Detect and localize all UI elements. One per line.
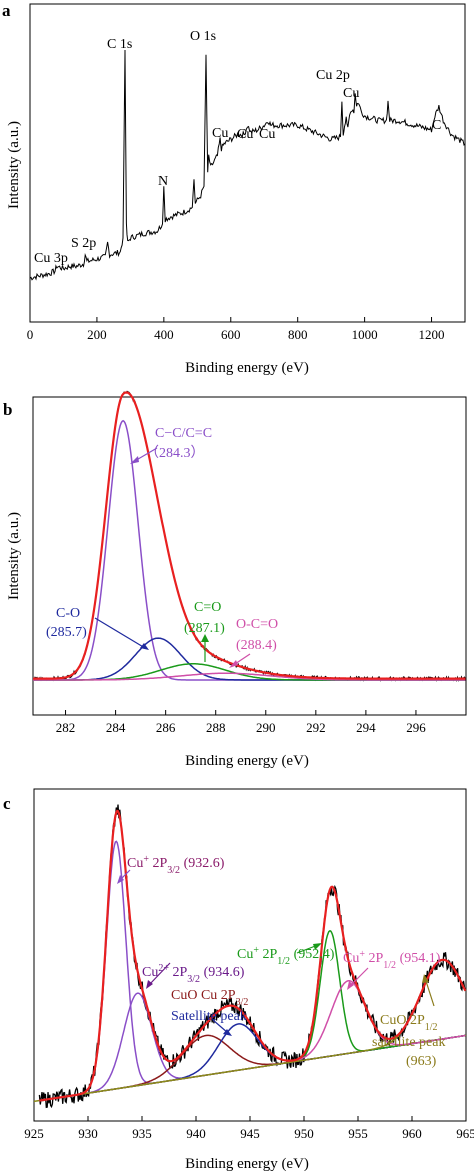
panel-c-arrowhead-cu-954 — [347, 981, 354, 990]
panel-b-tick-label-2: 286 — [156, 720, 176, 735]
panel-c-arrowhead-satellite-963 — [422, 974, 429, 983]
panel-a-peak-cu-4: Cu — [343, 86, 359, 101]
panel-a-peak-cu-2: Cu — [237, 127, 253, 142]
panel-b-tick-label-6: 294 — [356, 720, 376, 735]
panel-b-label-cc: C−C/C=C — [155, 426, 212, 441]
panel-c-label-satellite: Satellite peak — [171, 1009, 247, 1024]
panel-b-arrowhead-co — [140, 643, 149, 650]
panel-c-label-963: (963) — [406, 1054, 437, 1069]
panel-c-arrowhead-satellite — [223, 1029, 232, 1036]
panel-b-arrow-co — [94, 617, 146, 649]
panel-c-tick-label-7: 960 — [402, 1126, 422, 1141]
panel-b-label-co-value: (285.7) — [46, 625, 87, 640]
panel-c-arrow-satellite-963 — [424, 977, 435, 1007]
panel-a-peak-cu3p: Cu 3p — [34, 251, 68, 266]
panel-a-peak-s2p: S 2p — [71, 236, 96, 251]
panel-a-x-ticks: 0 200 400 600 800 1000 1200 — [27, 317, 445, 342]
panel-b-label-oco-value: (288.4) — [236, 638, 277, 653]
panel-c-label-cu-954: Cu+ 2P1/2 (954.1) — [343, 949, 441, 971]
panel-b-c1s-spectrum: b 282 284 286 288 290 292 294 296 C−C/C=C （284.… — [3, 390, 467, 769]
panel-b-arrowhead-cc — [130, 456, 139, 464]
panel-b-fit-envelope — [33, 391, 466, 680]
panel-b-curves — [32, 390, 466, 683]
panel-b-label-c-o-double-value: (287.1) — [184, 621, 225, 636]
panel-a-tick-label-5: 1000 — [352, 327, 378, 342]
panel-b-label-cc-value: （284.3） — [145, 445, 205, 461]
panel-b-label: b — [3, 400, 12, 419]
panel-c-label-cuo: CuO Cu 2P3/2 — [171, 988, 248, 1008]
panel-b-arrowhead-c-o-double — [201, 634, 209, 642]
panel-c-tick-label-4: 945 — [240, 1126, 260, 1141]
panel-b-ylabel: Intensity (a.u.) — [6, 512, 22, 600]
panel-b-arrowhead-oco — [229, 660, 238, 668]
panel-b-tick-label-5: 292 — [306, 720, 326, 735]
panel-a-label: a — [2, 1, 11, 20]
panel-c-label: c — [3, 794, 11, 813]
panel-b-tick-label-7: 296 — [406, 720, 426, 735]
panel-b-arrows — [94, 447, 251, 668]
panel-c-tick-label-0: 925 — [24, 1126, 44, 1141]
panel-c-tick-label-6: 955 — [348, 1126, 368, 1141]
panel-c-arrow-cu-954 — [349, 967, 369, 987]
panel-c-xlabel: Binding energy (eV) — [185, 1156, 309, 1172]
panel-b-tick-label-0: 282 — [56, 720, 76, 735]
panel-c-cu2p-spectrum: c 925 930 935 940 945 950 955 960 965 Cu+ 2P3/2 … — [3, 788, 474, 1172]
panel-b-label-oco: O-C=O — [236, 617, 278, 632]
panel-b-tick-label-1: 284 — [106, 720, 126, 735]
panel-c-label-cu-934: Cu2+ 2P3/2 (934.6) — [142, 963, 245, 985]
panel-c-label-satellite-963: satellite peak — [372, 1035, 445, 1050]
panel-a-peak-n: N — [158, 174, 168, 189]
panel-c-tick-label-1: 930 — [78, 1126, 98, 1141]
panel-b-peak-oco — [33, 672, 466, 681]
panel-a-peak-cu-3: Cu — [259, 127, 275, 142]
panel-a-tick-label-2: 400 — [154, 327, 174, 342]
panel-a-tick-label-4: 800 — [288, 327, 308, 342]
panel-c-tick-label-3: 940 — [186, 1126, 206, 1141]
panel-c-tick-label-8: 965 — [456, 1126, 474, 1141]
panel-c-label-cu-932: Cu+ 2P3/2 (932.6) — [127, 854, 225, 876]
panel-a-peak-cu-1: Cu — [212, 126, 228, 141]
panel-c-label-cu-952: Cu+ 2P1/2 (952.4) — [237, 945, 335, 967]
panel-a-peak-o1s: O 1s — [190, 29, 216, 44]
panel-c-tick-label-2: 935 — [132, 1126, 152, 1141]
panel-a-peak-c1s: C 1s — [107, 37, 132, 52]
panel-a-frame — [29, 3, 466, 323]
panel-a-xlabel: Binding energy (eV) — [185, 360, 309, 376]
panel-c-arrows — [117, 869, 435, 1036]
panel-c-arrow-satellite — [212, 1019, 229, 1034]
panel-a-peak-c: C — [432, 118, 441, 133]
panel-b-frame — [32, 396, 467, 716]
panel-c-tick-label-5: 950 — [294, 1126, 314, 1141]
panel-c-label-cuo-2p12: CuO 2P1/2 — [380, 1013, 438, 1033]
panel-c-arrow-cu-934 — [148, 962, 171, 986]
panel-b-label-co: C-O — [56, 606, 80, 621]
panel-c-peak-963 — [39, 959, 467, 1102]
panel-a-tick-label-0: 0 — [27, 327, 34, 342]
panel-a-ylabel: Intensity (a.u.) — [6, 121, 22, 209]
panel-a-tick-label-3: 600 — [221, 327, 241, 342]
panel-b-x-ticks: 282 284 286 288 290 292 294 296 — [56, 710, 426, 735]
panel-c-curves — [33, 804, 467, 1109]
panel-c-fit-envelope — [39, 809, 467, 1102]
panel-a-tick-label-6: 1200 — [419, 327, 445, 342]
panel-a-peak-cu2p: Cu 2p — [316, 68, 350, 83]
panel-c-x-ticks: 925 930 935 940 945 950 955 960 965 — [24, 1116, 474, 1141]
panel-a-survey-curve — [29, 49, 466, 281]
panel-b-label-c-o-double: C=O — [194, 600, 221, 615]
panel-c-arrowhead-cu-932 — [117, 875, 124, 884]
panel-c-arrowhead-cu-934 — [146, 980, 153, 989]
panel-a-survey-spectrum: a 0 200 400 600 800 1000 1200 C 1s O 1s N Cu 3… — [2, 1, 466, 376]
panel-c-arrowhead-cu-952 — [313, 943, 322, 950]
panel-b-tick-label-4: 290 — [256, 720, 276, 735]
panel-b-xlabel: Binding energy (eV) — [185, 753, 309, 769]
panel-b-tick-label-3: 288 — [206, 720, 226, 735]
panel-a-tick-label-1: 200 — [87, 327, 107, 342]
